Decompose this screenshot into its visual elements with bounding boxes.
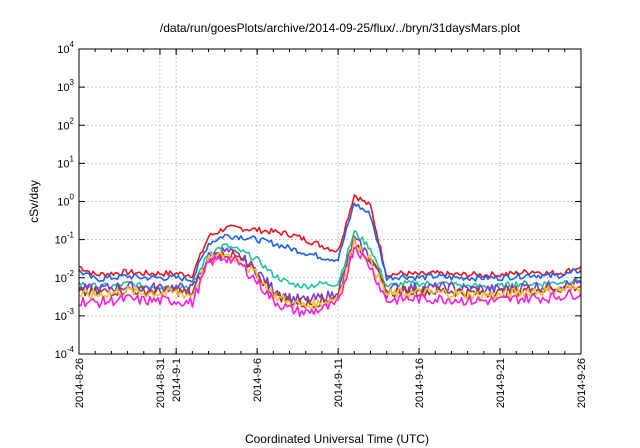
y-tick-label: 10-3: [55, 307, 75, 323]
y-axis-label: cSv/day: [27, 180, 41, 223]
x-tick-label: 2014-9-1: [171, 358, 183, 402]
chart-title: /data/run/goesPlots/archive/2014-09-25/f…: [160, 21, 521, 35]
series-group: [78, 194, 582, 318]
y-tick-label: 10-4: [55, 345, 75, 361]
y-tick-label: 103: [57, 78, 74, 94]
x-axis: 2014-8-26 2014-8-31 2014-9-1 2014-9-6 2014-9…: [74, 49, 588, 408]
y-tick-label: 101: [57, 154, 74, 170]
x-tick-label: 2014-8-26: [74, 358, 86, 408]
plot-frame: [78, 48, 582, 355]
x-tick-label: 2014-9-6: [252, 358, 264, 402]
x-tick-label: 2014-9-21: [495, 358, 507, 408]
y-tick-label: 102: [57, 116, 74, 132]
x-tick-label: 2014-9-26: [576, 358, 588, 408]
x-tick-label: 2014-9-11: [333, 358, 345, 407]
y-tick-label: 10-2: [55, 269, 75, 285]
series-line-6: [78, 237, 582, 311]
x-tick-label: 2014-9-16: [414, 358, 426, 408]
series-line-7: [78, 246, 582, 318]
x-axis-label: Coordinated Universal Time (UTC): [245, 432, 429, 446]
y-tick-label: 104: [57, 40, 74, 56]
x-tick-label: 2014-8-31: [155, 358, 167, 408]
y-tick-label: 100: [57, 193, 74, 209]
series-line-2: [78, 202, 582, 284]
y-axis: 10-4 10-3 10-2 10-1 100 101 102 103 104: [55, 40, 581, 361]
y-tick-label: 10-1: [55, 231, 75, 247]
series-line-1: [78, 194, 582, 279]
grid: [79, 49, 581, 354]
